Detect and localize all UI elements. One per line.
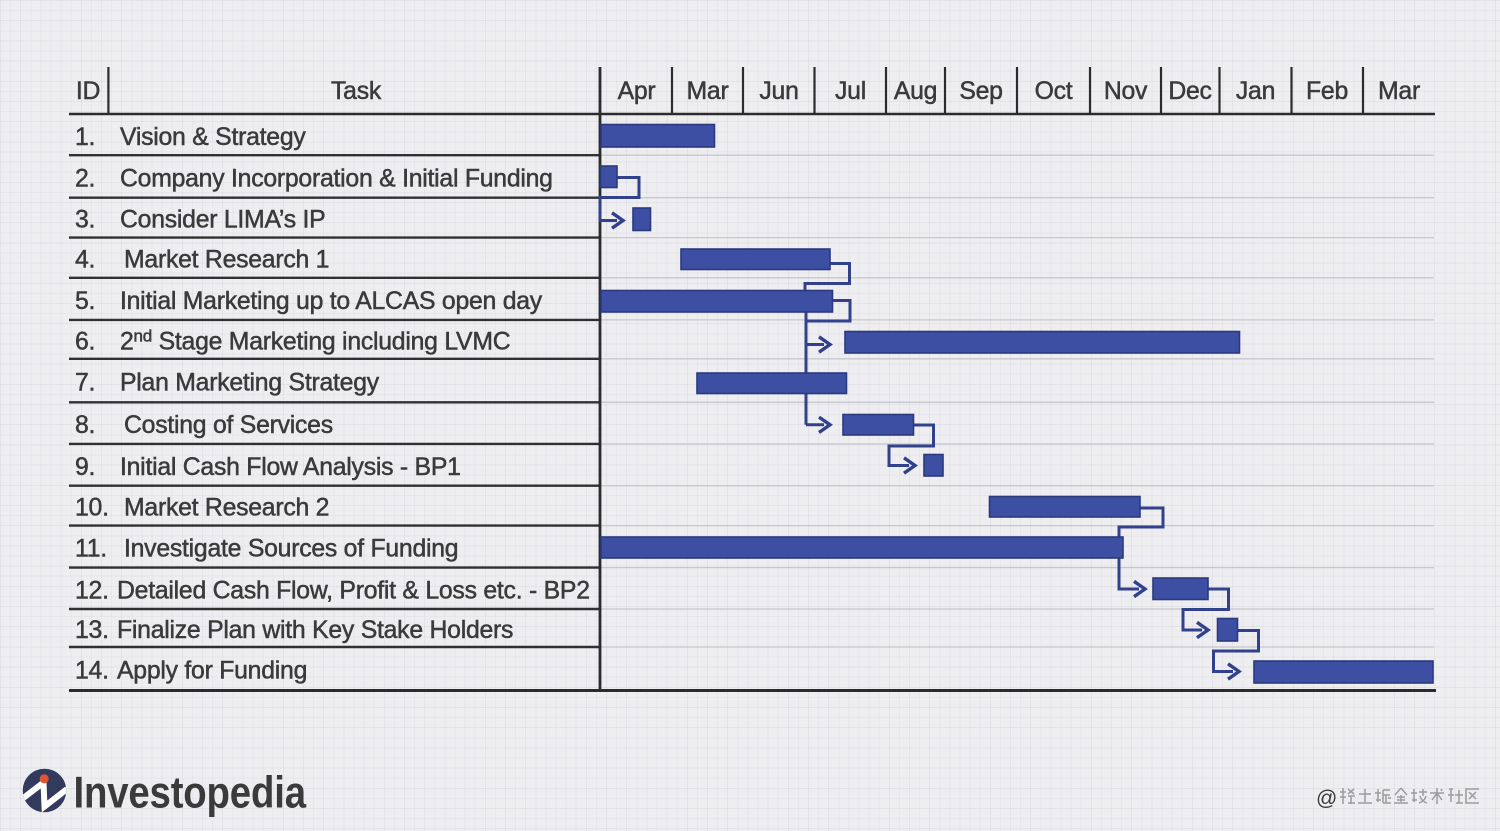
svg-text:Nov: Nov [1104,78,1148,105]
svg-text:6.: 6. [75,328,95,355]
svg-text:Mar: Mar [1378,78,1420,105]
svg-text:Initial Marketing up to ALCAS: Initial Marketing up to ALCAS open day [120,288,543,315]
svg-text:Feb: Feb [1306,78,1348,105]
svg-text:3.: 3. [75,207,95,234]
svg-text:7.: 7. [75,370,95,397]
svg-text:Dec: Dec [1168,78,1211,105]
svg-text:Investopedia: Investopedia [74,767,307,817]
svg-text:1.: 1. [75,124,95,151]
svg-text:4.: 4. [75,247,95,274]
svg-text:Initial Cash Flow Analysis - B: Initial Cash Flow Analysis - BP1 [120,454,461,481]
svg-text:5.: 5. [75,288,95,315]
svg-text:Jan: Jan [1236,78,1275,105]
svg-text:Investigate Sources of Funding: Investigate Sources of Funding [124,536,458,563]
svg-text:Sep: Sep [959,78,1002,105]
svg-text:2.: 2. [75,165,95,192]
svg-text:8.: 8. [75,412,95,439]
svg-text:Jul: Jul [835,78,866,105]
svg-text:@: @ [1316,787,1337,810]
svg-text:ID: ID [76,78,100,105]
svg-text:Apply for Funding: Apply for Funding [117,658,307,685]
svg-text:9.: 9. [75,454,95,481]
svg-text:Vision & Strategy: Vision & Strategy [120,124,306,151]
svg-text:Market Research 2: Market Research 2 [124,495,329,522]
svg-text:Market Research 1: Market Research 1 [124,247,329,274]
svg-text:Mar: Mar [687,78,729,105]
svg-text:Plan Marketing Strategy: Plan Marketing Strategy [120,370,380,397]
svg-text:Apr: Apr [618,78,656,105]
svg-text:2nd Stage Marketing including: 2nd Stage Marketing including LVMC [120,326,510,355]
svg-text:Finalize Plan with Key Stake H: Finalize Plan with Key Stake Holders [117,617,513,644]
svg-text:14.: 14. [75,658,109,685]
svg-text:Company Incorporation & Initia: Company Incorporation & Initial Funding [120,165,553,192]
svg-text:Task: Task [331,78,382,105]
svg-text:Detailed Cash Flow, Profit & L: Detailed Cash Flow, Profit & Loss etc. -… [117,577,590,604]
svg-text:Aug: Aug [894,78,937,105]
svg-text:10.: 10. [75,495,109,522]
svg-text:12.: 12. [75,577,109,604]
svg-text:13.: 13. [75,617,109,644]
svg-text:Oct: Oct [1035,78,1073,105]
svg-text:Jun: Jun [759,78,798,105]
svg-text:11.: 11. [75,536,107,563]
svg-text:Consider LIMA’s IP: Consider LIMA’s IP [120,207,325,234]
svg-text:Costing of Services: Costing of Services [124,412,333,439]
